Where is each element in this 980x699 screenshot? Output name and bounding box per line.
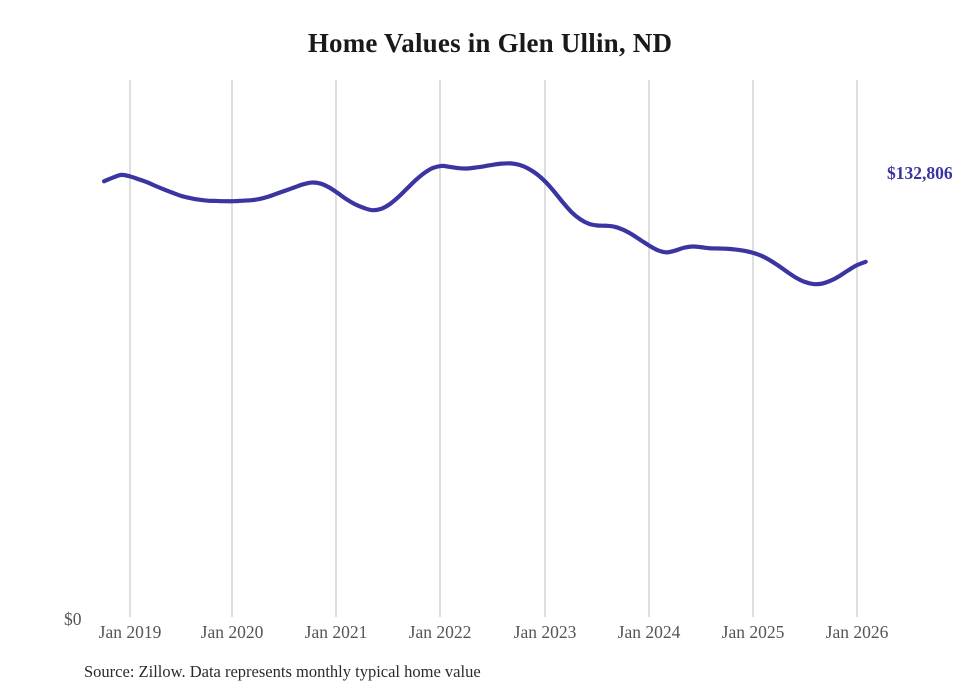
x-tick-label-jan-2019: Jan 2019	[98, 622, 162, 642]
series-line-group	[101, 161, 868, 287]
y-axis-zero-label: $0	[64, 609, 82, 629]
x-tick-label-jan-2021: Jan 2021	[304, 622, 368, 642]
source-note: Source: Zillow. Data represents monthly …	[84, 662, 481, 681]
x-tick-label-jan-2024: Jan 2024	[617, 622, 681, 642]
plot-area: Jan 2019 Jan 2020 Jan 2021 Jan 2022 Jan 2023…	[64, 80, 953, 642]
chart-title: Home Values in Glen Ullin, ND	[307, 28, 673, 58]
gridlines	[129, 80, 858, 617]
plot-svg	[101, 80, 868, 617]
x-tick-label-jan-2023: Jan 2023	[513, 622, 577, 642]
x-tick-label-jan-2020: Jan 2020	[200, 622, 264, 642]
x-tick-label-jan-2025: Jan 2025	[721, 622, 785, 642]
home-value-line	[101, 161, 868, 287]
x-tick-label-jan-2022: Jan 2022	[408, 622, 472, 642]
x-tick-label-jan-2026: Jan 2026	[825, 622, 889, 642]
end-value-annotation: $132,806	[887, 163, 953, 183]
